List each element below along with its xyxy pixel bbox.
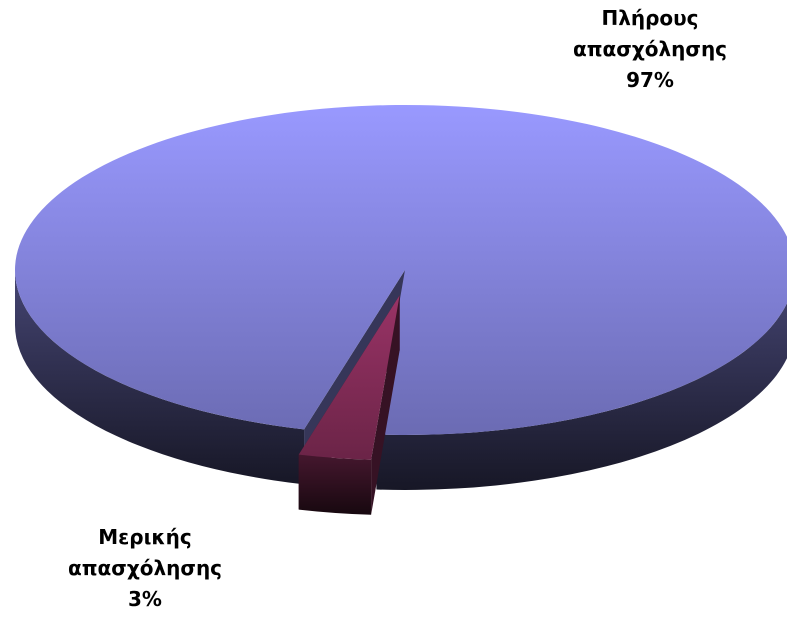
slice-side — [298, 454, 372, 515]
value-label: 3% — [128, 587, 162, 611]
category-label: Μερικής απασχόλησης — [67, 525, 223, 580]
slice — [298, 295, 400, 460]
slice-label: Πλήρους απασχόλησης 97% — [550, 3, 750, 96]
category-label: Πλήρους απασχόλησης — [572, 6, 728, 61]
slice — [15, 105, 787, 435]
slice-side — [15, 270, 305, 485]
slice-side — [376, 303, 787, 490]
value-label: 97% — [626, 68, 674, 92]
slice-label: Μερικής απασχόλησης 3% — [45, 522, 245, 615]
